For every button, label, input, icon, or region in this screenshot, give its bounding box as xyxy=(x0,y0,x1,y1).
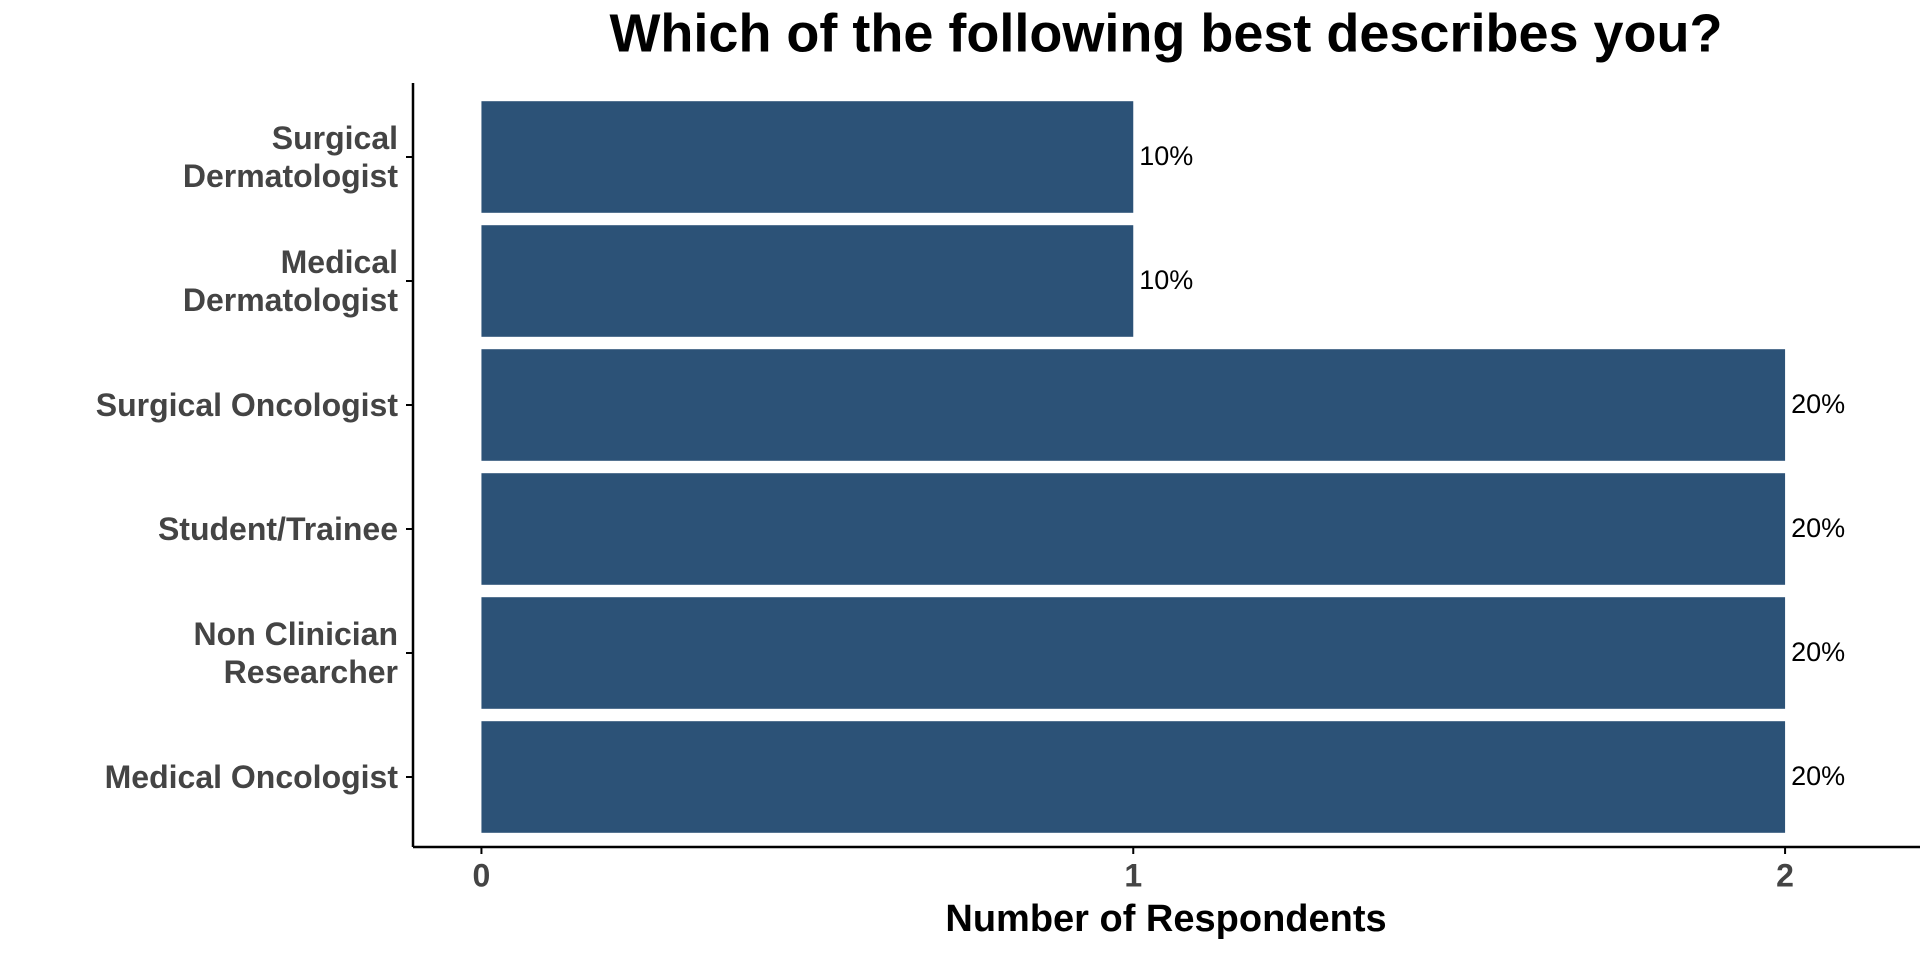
value-label: 20% xyxy=(1791,761,1845,791)
bar xyxy=(481,101,1134,213)
y-tick-label: Medical Oncologist xyxy=(104,759,398,795)
bar xyxy=(481,721,1786,833)
y-tick-label: Student/Trainee xyxy=(157,511,398,547)
x-tick-label: 0 xyxy=(473,857,491,893)
bar xyxy=(481,349,1786,461)
bar xyxy=(481,473,1786,585)
value-label: 20% xyxy=(1791,513,1845,543)
value-label: 20% xyxy=(1791,637,1845,667)
y-tick-label: Medical Dermatologist xyxy=(182,244,398,318)
bar xyxy=(481,225,1134,337)
value-label: 10% xyxy=(1139,141,1193,171)
value-label: 10% xyxy=(1139,265,1193,295)
x-axis-title: Number of Respondents xyxy=(945,898,1386,940)
value-label: 20% xyxy=(1791,389,1845,419)
x-tick-label: 2 xyxy=(1776,857,1794,893)
y-tick-label: Surgical Oncologist xyxy=(95,387,398,423)
x-tick-label: 1 xyxy=(1124,857,1142,893)
y-tick-label: Surgical Dermatologist xyxy=(182,120,398,194)
bar xyxy=(481,597,1786,709)
y-tick-label: Non Clinician Researcher xyxy=(193,616,398,690)
chart-title: Which of the following best describes yo… xyxy=(609,3,1722,63)
